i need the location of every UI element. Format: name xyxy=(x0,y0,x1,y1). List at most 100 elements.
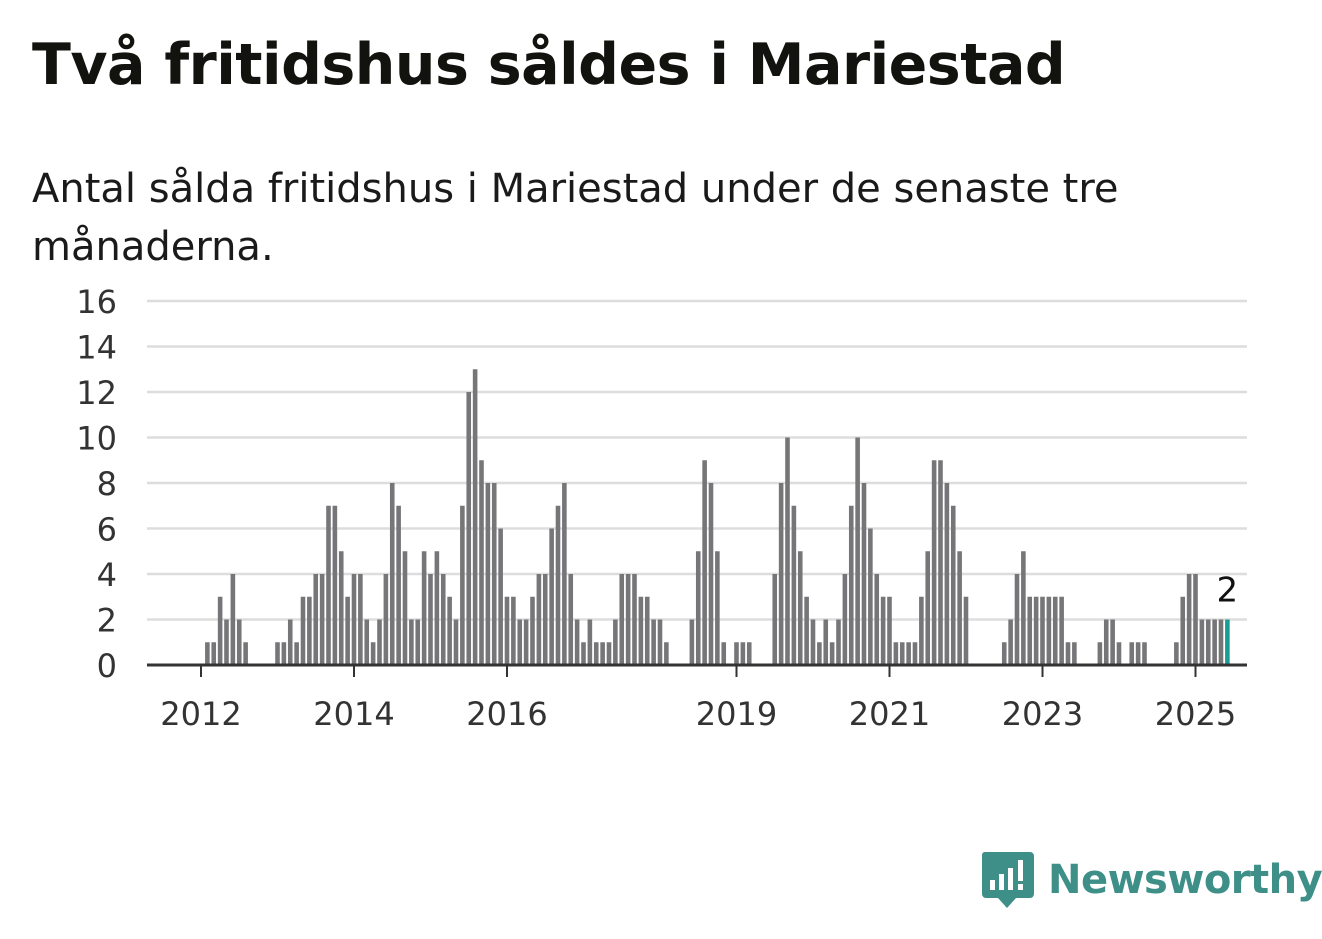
bar xyxy=(294,642,299,665)
bar xyxy=(1116,642,1122,665)
bar xyxy=(1135,642,1141,665)
bar-chart-speech-bubble-icon xyxy=(981,852,1034,908)
bar xyxy=(389,483,395,665)
bar xyxy=(632,574,637,665)
bar xyxy=(211,642,217,665)
bar xyxy=(402,551,408,665)
bar xyxy=(855,437,860,665)
bar xyxy=(861,483,867,665)
bar xyxy=(638,596,644,665)
x-tick-label: 2019 xyxy=(696,695,777,733)
bar xyxy=(1193,574,1198,665)
bar xyxy=(1225,619,1230,665)
bar xyxy=(440,574,446,665)
bar xyxy=(1065,642,1071,665)
y-tick-label: 0 xyxy=(97,647,117,685)
bar xyxy=(925,551,931,665)
x-tick-label: 2023 xyxy=(1002,695,1083,733)
bar xyxy=(651,619,656,665)
last-value-label: 2 xyxy=(1217,571,1239,611)
bar xyxy=(625,574,631,665)
bar xyxy=(485,483,491,665)
y-tick-label: 4 xyxy=(97,556,117,594)
bar xyxy=(702,460,707,665)
bar xyxy=(230,574,236,665)
bar xyxy=(931,460,937,665)
bar xyxy=(797,551,803,665)
bar xyxy=(791,505,797,665)
bar xyxy=(562,483,567,665)
bar xyxy=(523,619,529,665)
bar xyxy=(1218,619,1224,665)
bar xyxy=(715,551,720,665)
bar xyxy=(383,574,389,665)
bar xyxy=(1174,642,1179,665)
bar xyxy=(326,505,331,665)
bar xyxy=(555,505,561,665)
bar xyxy=(466,392,472,665)
bar xyxy=(1072,642,1077,665)
y-tick-label: 16 xyxy=(76,283,117,321)
bar xyxy=(530,596,535,665)
y-tick-label: 14 xyxy=(76,329,117,367)
y-tick-label: 6 xyxy=(97,511,117,549)
bar xyxy=(1110,619,1115,665)
bar xyxy=(1199,619,1205,665)
bar xyxy=(236,619,242,665)
chart-subtitle: Antal sålda fritidshus i Mariestad under… xyxy=(32,166,1119,270)
bar xyxy=(619,574,625,665)
bar xyxy=(1097,642,1103,665)
bar xyxy=(498,528,503,665)
bar xyxy=(836,619,841,665)
bar xyxy=(1033,596,1039,665)
bar xyxy=(358,574,363,665)
y-tick-label: 12 xyxy=(76,374,117,412)
bar xyxy=(568,574,574,665)
bar xyxy=(345,596,350,665)
bar xyxy=(893,642,899,665)
logo-text: Newsworthy xyxy=(1048,857,1322,903)
bar xyxy=(944,483,950,665)
bar xyxy=(772,574,778,665)
x-tick-label: 2014 xyxy=(313,695,394,733)
x-tick-label: 2016 xyxy=(466,695,547,733)
bar xyxy=(434,551,440,665)
bar xyxy=(587,619,593,665)
bar xyxy=(1205,619,1211,665)
bar xyxy=(581,642,586,665)
bar xyxy=(511,596,516,665)
bar xyxy=(657,619,663,665)
bar xyxy=(746,642,752,665)
bar xyxy=(606,642,612,665)
bar xyxy=(721,642,727,665)
bar xyxy=(689,619,695,665)
bar xyxy=(874,574,880,665)
bar xyxy=(447,596,452,665)
bar xyxy=(804,596,809,665)
bar xyxy=(1186,574,1192,665)
bar xyxy=(396,505,401,665)
bar xyxy=(708,483,714,665)
bar xyxy=(880,596,886,665)
bar xyxy=(1008,619,1013,665)
bar xyxy=(823,619,829,665)
bar xyxy=(734,642,739,665)
bar xyxy=(740,642,746,665)
bar xyxy=(517,619,523,665)
bar xyxy=(453,619,459,665)
bar xyxy=(460,505,465,665)
bar xyxy=(1129,642,1135,665)
bar xyxy=(479,460,484,665)
bar xyxy=(600,642,605,665)
bar xyxy=(1180,596,1186,665)
bar xyxy=(817,642,822,665)
bar xyxy=(938,460,943,665)
y-tick-label: 2 xyxy=(97,602,117,640)
bar xyxy=(472,369,478,665)
bar xyxy=(778,483,784,665)
bar xyxy=(810,619,816,665)
bar xyxy=(1027,596,1033,665)
bar xyxy=(695,551,701,665)
bar xyxy=(1001,642,1007,665)
bar xyxy=(887,596,892,665)
